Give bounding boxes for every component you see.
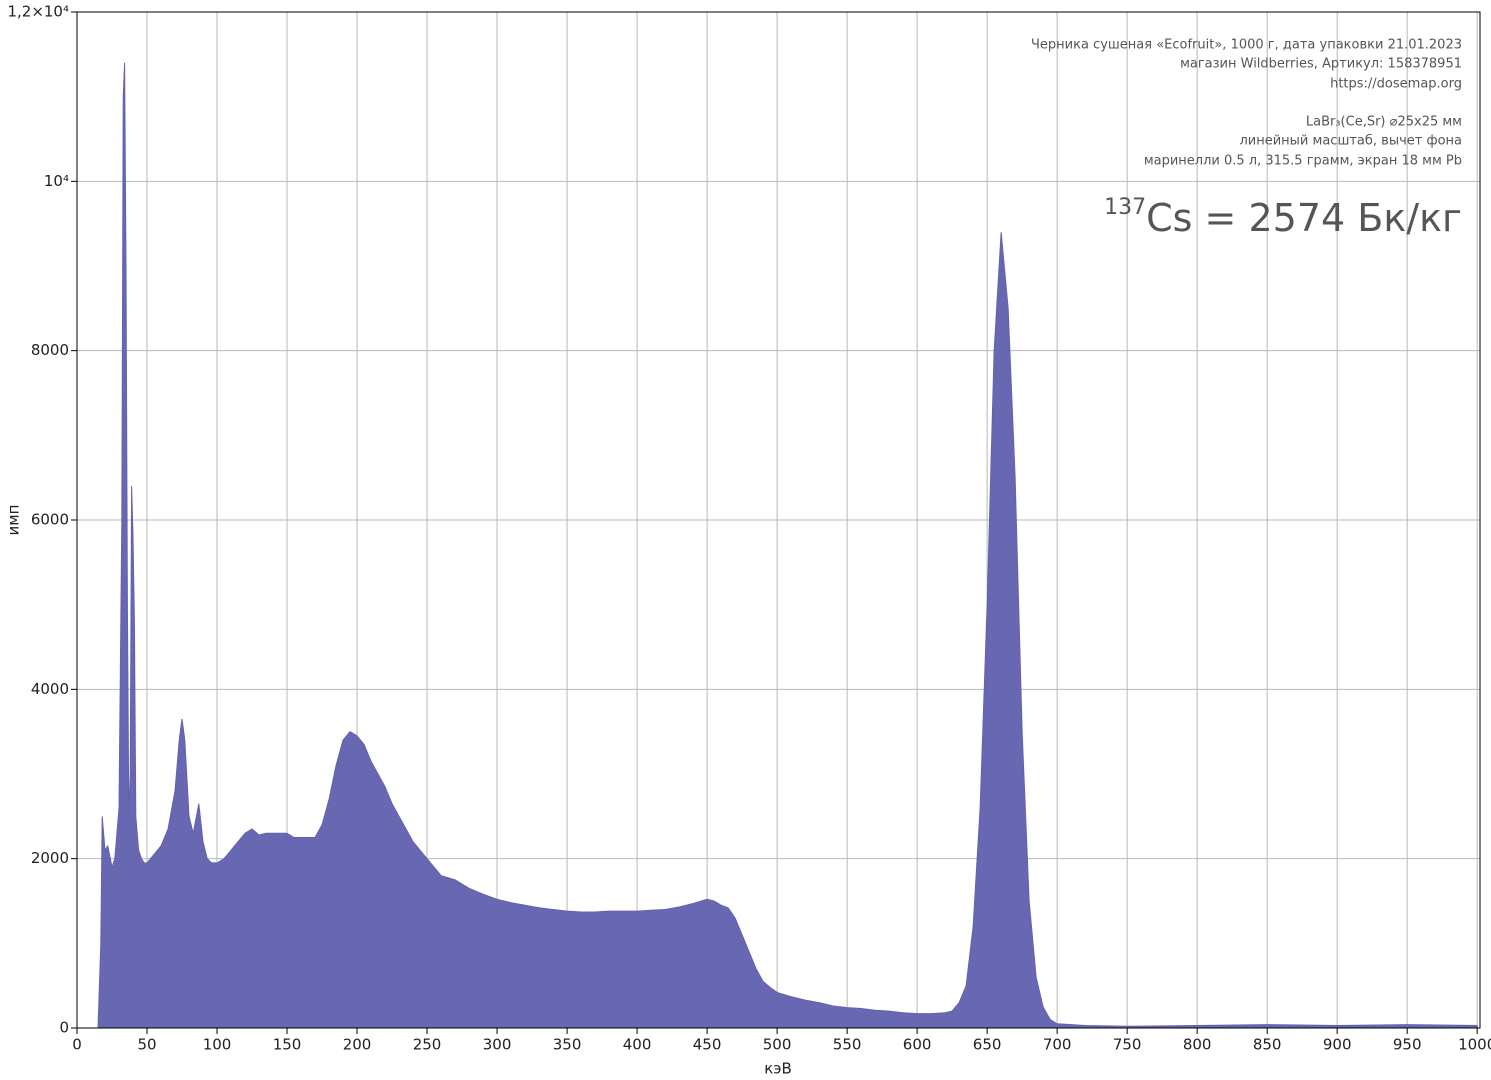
x-tick-label: 750: [1113, 1036, 1142, 1054]
x-tick-label: 50: [137, 1036, 156, 1054]
annotation: маринелли 0.5 л, 315.5 грамм, экран 18 м…: [1144, 154, 1462, 169]
x-tick-label: 250: [413, 1036, 442, 1054]
y-tick-label: 6000: [31, 511, 69, 529]
x-tick-label: 950: [1393, 1036, 1422, 1054]
spectrum-area: [97, 62, 1478, 1029]
y-axis-label: имп: [5, 505, 23, 536]
y-tick-label: 0: [59, 1019, 69, 1037]
x-tick-label: 500: [763, 1036, 792, 1054]
x-tick-label: 550: [833, 1036, 862, 1054]
isotope-mass: 137: [1104, 195, 1146, 220]
x-tick-label: 400: [623, 1036, 652, 1054]
y-tick-label: 10⁴: [44, 172, 69, 190]
annotation: Черника сушеная «Ecofruit», 1000 г, дата…: [1031, 38, 1462, 53]
x-tick-label: 850: [1253, 1036, 1282, 1054]
annotation: https://dosemap.org: [1330, 77, 1462, 92]
y-tick-label: 4000: [31, 680, 69, 698]
x-tick-label: 650: [973, 1036, 1002, 1054]
result-text: Cs = 2574 Бк/кг: [1146, 196, 1462, 240]
x-tick-label: 900: [1323, 1036, 1352, 1054]
x-tick-label: 450: [693, 1036, 722, 1054]
x-axis-label: кэВ: [764, 1060, 792, 1078]
y-tick-label: 8000: [31, 341, 69, 359]
x-tick-label: 300: [483, 1036, 512, 1054]
plot-frame: [76, 11, 1481, 1029]
x-tick-label: 800: [1183, 1036, 1212, 1054]
x-tick-label: 0: [72, 1036, 82, 1054]
x-tick-label: 1000: [1458, 1036, 1491, 1054]
annotation: линейный масштаб, вычет фона: [1239, 134, 1462, 149]
x-tick-label: 200: [343, 1036, 372, 1054]
annotation: LaBr₃(Ce,Sr) ⌀25x25 мм: [1306, 115, 1462, 130]
y-tick-label: 1,2×10⁴: [7, 3, 69, 21]
annotation: магазин Wildberries, Артикул: 158378951: [1180, 57, 1462, 72]
x-tick-label: 600: [903, 1036, 932, 1054]
y-tick-label: 2000: [31, 849, 69, 867]
x-tick-label: 100: [203, 1036, 232, 1054]
result: 137Cs = 2574 Бк/кг: [1104, 195, 1462, 240]
x-tick-label: 150: [273, 1036, 302, 1054]
x-tick-label: 700: [1043, 1036, 1072, 1054]
x-tick-label: 350: [553, 1036, 582, 1054]
